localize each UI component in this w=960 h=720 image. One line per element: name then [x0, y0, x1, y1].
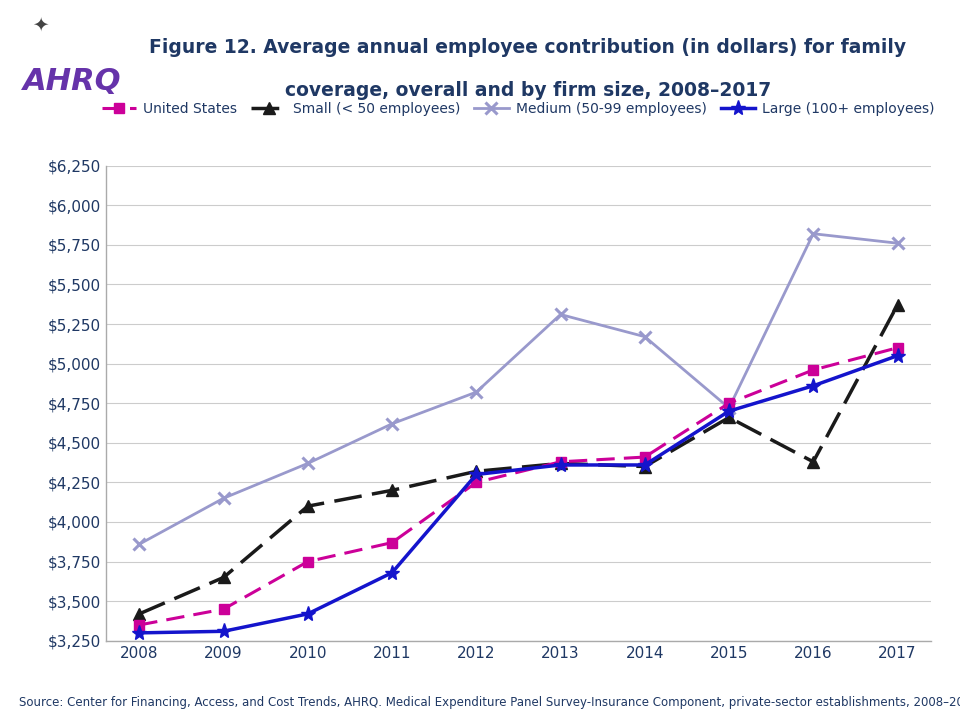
Legend: United States, Small (< 50 employees), Medium (50-99 employees), Large (100+ emp: United States, Small (< 50 employees), M…	[96, 96, 940, 122]
Text: ✦: ✦	[32, 16, 49, 35]
Text: Source: Center for Financing, Access, and Cost Trends, AHRQ. Medical Expenditure: Source: Center for Financing, Access, an…	[19, 696, 960, 709]
Text: Figure 12. Average annual employee contribution (in dollars) for family: Figure 12. Average annual employee contr…	[150, 38, 906, 58]
Text: AHRQ: AHRQ	[23, 68, 121, 96]
Text: coverage, overall and by firm size, 2008–2017: coverage, overall and by firm size, 2008…	[285, 81, 771, 100]
